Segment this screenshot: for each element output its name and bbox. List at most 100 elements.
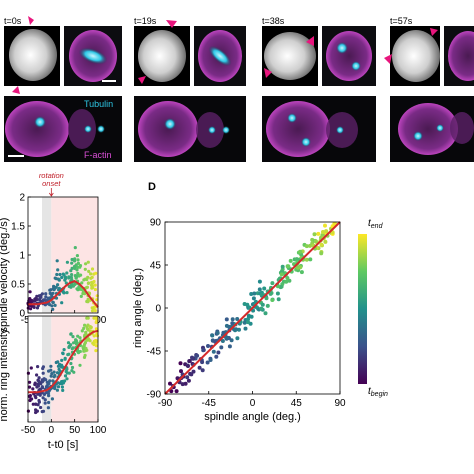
data-point: [71, 346, 75, 350]
data-point: [90, 286, 94, 290]
data-point: [208, 358, 213, 362]
spindle-pole: [84, 125, 92, 133]
y-axis-label: ring angle (deg.): [132, 268, 144, 348]
data-point: [86, 281, 91, 285]
data-point: [67, 284, 71, 289]
y-tick-label: 45: [150, 261, 162, 272]
embryo-cell-small: [68, 109, 96, 149]
data-point: [48, 291, 52, 295]
data-point: [50, 372, 54, 376]
data-point: [304, 244, 309, 249]
data-point: [323, 223, 327, 228]
data-point: [34, 402, 38, 406]
brightfield-cell: [9, 29, 57, 81]
annotation-text: onset: [42, 179, 61, 188]
inset-cell-actin: [326, 31, 372, 81]
data-point: [53, 373, 57, 378]
data-point: [49, 374, 53, 378]
data-point: [67, 352, 71, 356]
data-point: [83, 292, 87, 296]
x-tick-label: 100: [90, 425, 107, 436]
arrow-icon: [384, 54, 392, 64]
data-point: [76, 288, 80, 292]
data-point: [89, 272, 93, 276]
data-point: [56, 283, 60, 287]
data-point: [84, 262, 88, 266]
data-point: [174, 389, 179, 394]
data-point: [224, 317, 229, 322]
data-point: [28, 290, 32, 294]
data-point: [33, 299, 37, 303]
data-point: [268, 291, 273, 296]
data-point: [168, 381, 172, 386]
data-point: [31, 402, 35, 406]
data-point: [210, 333, 215, 338]
data-point: [60, 275, 64, 280]
data-point: [93, 283, 97, 287]
embryo-cell-large: [398, 103, 458, 155]
data-point: [59, 364, 63, 368]
data-point: [29, 366, 33, 370]
data-point: [55, 388, 60, 392]
data-point: [73, 246, 77, 250]
data-point: [229, 338, 234, 343]
data-point: [92, 342, 96, 347]
data-point: [185, 375, 190, 380]
spindle-pole: [97, 125, 105, 133]
data-point: [37, 380, 42, 384]
data-point: [50, 397, 55, 401]
data-point: [62, 348, 66, 352]
x-axis-label: spindle angle (deg.): [204, 411, 301, 423]
y-tick-label: 2: [19, 193, 25, 204]
timepoint-label: t=57s: [390, 16, 413, 26]
data-point: [262, 286, 267, 291]
data-point: [69, 332, 73, 336]
y-tick-label: -90: [147, 390, 162, 401]
data-point: [41, 396, 45, 400]
embryo-cell-large: [266, 101, 330, 157]
data-point: [90, 280, 94, 285]
data-point: [260, 302, 265, 307]
data-point: [63, 275, 68, 279]
data-point: [83, 267, 87, 271]
data-point: [299, 270, 304, 275]
data-point: [195, 353, 200, 358]
data-point: [57, 288, 61, 292]
data-point: [51, 379, 55, 383]
spindle-pole: [436, 124, 444, 132]
x-tick-label: 90: [334, 398, 346, 409]
data-point: [237, 327, 241, 332]
x-tick-label: -45: [202, 398, 217, 409]
data-point: [47, 381, 51, 385]
data-point: [94, 339, 98, 343]
data-point: [183, 381, 188, 386]
timepoint-57: t=57s: [384, 16, 474, 162]
data-point: [178, 361, 183, 366]
arrow-icon: [264, 68, 272, 78]
data-point: [188, 371, 193, 376]
data-point: [44, 295, 48, 299]
data-point: [235, 317, 240, 321]
y-axis-ticks: -90 -45 0 45 90: [147, 218, 168, 401]
data-point: [56, 385, 61, 389]
data-point: [63, 374, 68, 378]
data-point: [37, 398, 41, 403]
data-point: [85, 285, 89, 289]
data-point: [70, 365, 75, 370]
x-tick-label: 0: [250, 398, 256, 409]
data-point: [220, 339, 225, 343]
data-point: [52, 288, 56, 292]
arrow-icon: [12, 86, 20, 94]
data-point: [319, 251, 324, 256]
plot-frame: [27, 315, 99, 423]
data-point: [34, 408, 38, 412]
x-tick-label: 0: [49, 425, 55, 436]
data-point: [214, 354, 219, 359]
data-point: [67, 345, 71, 349]
data-point: [75, 265, 80, 269]
data-point: [83, 341, 87, 345]
data-point: [288, 258, 293, 263]
data-point: [73, 266, 77, 270]
data-point: [27, 394, 31, 398]
data-point: [65, 371, 69, 375]
